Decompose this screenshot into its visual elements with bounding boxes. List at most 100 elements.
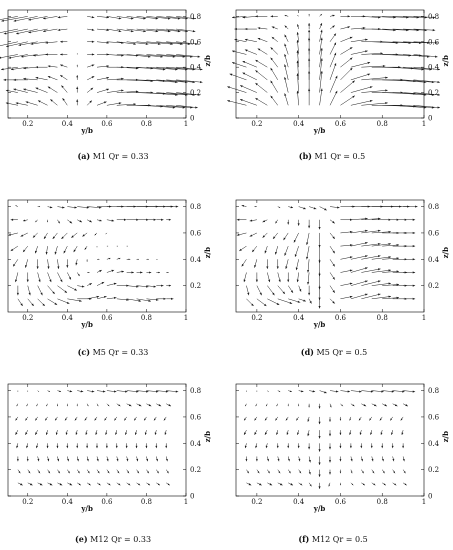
vector-arrowhead (392, 458, 395, 462)
x-tick-label: 0.4 (62, 314, 74, 322)
x-tick-label: 0.8 (141, 314, 152, 322)
vector-arrowhead (380, 52, 383, 55)
vector-arrowhead (147, 483, 151, 486)
vector-arrowhead (140, 271, 143, 274)
vector-arrowhead (381, 390, 384, 393)
vector-arrow (413, 92, 440, 96)
vector-arrowhead (284, 53, 287, 57)
caption-text: M1 Qr = 0.5 (312, 152, 365, 161)
vector-arrowhead (287, 445, 290, 449)
vector-arrowhead (244, 418, 246, 421)
vector-arrowhead (59, 483, 63, 486)
caption-text: M5 Qr = 0.5 (314, 348, 367, 357)
y-axis-title: z/b (203, 247, 212, 259)
vector-arrow (156, 66, 188, 70)
vector-arrowhead (351, 483, 354, 486)
vector-arrowhead (236, 218, 240, 221)
vector-arrowhead (106, 458, 109, 462)
vector-arrowhead (105, 432, 108, 435)
vector-arrowhead (377, 293, 381, 296)
vector-arrow (361, 243, 381, 247)
panel-e: 0.2 0.4 0.6 0.8 10 0.2 0.4 0.6 0.8 y/b z/b (e) M12 … (7, 383, 212, 544)
vector-arrowhead (382, 65, 386, 68)
vector-arrowhead (339, 471, 342, 474)
vector-arrow (319, 70, 323, 93)
vector-arrowhead (412, 284, 416, 287)
vector-arrow (146, 16, 171, 20)
vector-arrowhead (360, 445, 363, 449)
caption-letter: (e) (75, 534, 88, 544)
vector-arrowhead (185, 30, 188, 33)
vector-arrowhead (79, 299, 82, 302)
vector-arrowhead (297, 223, 300, 226)
vector-arrowhead (37, 100, 41, 103)
vector-arrow (371, 28, 396, 31)
vector-arrowhead (121, 270, 124, 273)
vector-arrowhead (255, 404, 257, 407)
vector-arrowhead (106, 76, 109, 80)
vector-arrowhead (168, 404, 172, 407)
vector-arrowhead (318, 297, 321, 301)
vector-arrowhead (369, 418, 372, 421)
vector-arrowhead (60, 40, 63, 43)
vector-arrowhead (365, 255, 368, 258)
plot-frame (7, 383, 187, 497)
vector-arrowhead (10, 68, 14, 71)
vector-arrowhead (400, 418, 403, 421)
vector-arrow (146, 79, 178, 83)
vector-arrowhead (287, 279, 290, 283)
vector-arrow (242, 72, 258, 81)
vector-arrowhead (113, 282, 117, 285)
vector-arrowhead (78, 483, 81, 486)
vector-arrowhead (296, 50, 299, 53)
vector-arrowhead (234, 38, 238, 41)
vector-arrow (392, 66, 424, 70)
vector-arrowhead (77, 471, 80, 474)
vector-arrowhead (16, 445, 19, 449)
vector-arrowhead (412, 271, 416, 274)
vector-arrowhead (332, 221, 335, 224)
vector-arrowhead (86, 458, 89, 462)
vector-arrowhead (121, 66, 124, 69)
x-tick-label: 0.8 (377, 498, 388, 506)
vector-arrowhead (432, 16, 436, 19)
vector-arrowhead (227, 100, 230, 103)
vector-arrowhead (3, 32, 7, 35)
vector-arrowhead (57, 16, 61, 19)
vector-arrow (146, 92, 178, 96)
vector-arrow (136, 298, 151, 302)
vector-arrowhead (282, 291, 285, 295)
vector-arrowhead (135, 90, 139, 93)
vector-arrow (136, 54, 163, 58)
vector-arrowhead (128, 258, 131, 261)
vector-arrowhead (22, 219, 26, 222)
x-tick-label: 0.2 (251, 314, 262, 322)
vector-arrowhead (412, 258, 416, 261)
vector-arrow (13, 88, 28, 93)
vector-arrowhead (244, 432, 247, 435)
vector-arrowhead (80, 390, 84, 393)
vector-arrowhead (254, 432, 257, 435)
vector-arrow (297, 73, 299, 93)
caption-text: M5 Qr = 0.33 (90, 348, 148, 357)
vector-arrow (18, 41, 38, 46)
vector-arrowhead (320, 70, 323, 74)
vector-arrow (116, 16, 134, 20)
vector-arrowhead (38, 471, 41, 474)
vector-arrow (350, 86, 373, 93)
vector-arrow (106, 54, 124, 56)
y-tick-label: 0.2 (190, 282, 201, 290)
vector-arrowhead (312, 390, 316, 393)
vector-arrowhead (10, 248, 14, 251)
vector-arrowhead (131, 17, 134, 20)
vector-arrowhead (16, 292, 19, 296)
vector-arrowhead (318, 406, 321, 409)
vector-arrowhead (52, 291, 55, 295)
vector-arrow (297, 90, 299, 106)
vector-arrowhead (39, 483, 43, 486)
vector-arrowhead (303, 299, 306, 302)
vector-arrowhead (18, 43, 22, 46)
vector-arrowhead (267, 471, 270, 474)
vector-arrowhead (276, 302, 280, 305)
vector-arrowhead (136, 390, 139, 393)
